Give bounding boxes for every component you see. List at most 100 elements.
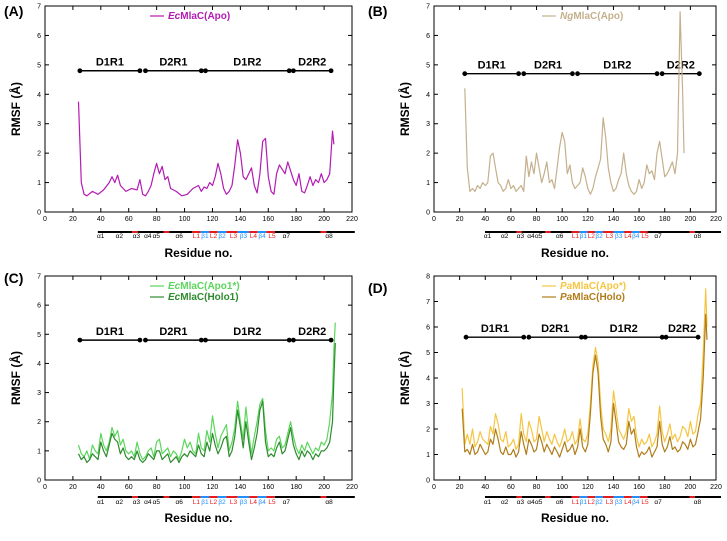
x-tick-label: 0 bbox=[43, 484, 47, 491]
panel-0: (A) 0 1 2 3 4 5 6 7 0 20 40 60 80 100 120 140 160 180 200 22… bbox=[4, 3, 358, 260]
ss-label: β4 bbox=[258, 499, 266, 506]
domain-label: D2R1 bbox=[534, 60, 562, 72]
x-tick-label: 100 bbox=[556, 216, 568, 223]
domain-bar-end bbox=[463, 334, 469, 340]
x-tick-label: 20 bbox=[456, 216, 464, 223]
x-tick-label: 0 bbox=[43, 216, 47, 223]
y-tick-label: 4 bbox=[426, 92, 430, 99]
y-tick-label: 0 bbox=[426, 210, 430, 217]
x-tick-label: 80 bbox=[533, 216, 541, 223]
y-tick-label: 6 bbox=[426, 33, 430, 40]
x-tick-label: 20 bbox=[456, 484, 464, 491]
domain-label: D2R1 bbox=[159, 57, 187, 69]
y-tick-label: 4 bbox=[37, 361, 41, 368]
x-tick-label: 60 bbox=[507, 216, 515, 223]
domain-label: D2R1 bbox=[159, 326, 187, 338]
x-tick-label: 60 bbox=[125, 484, 133, 491]
y-tick-label: 7 bbox=[37, 274, 41, 281]
ss-label: L1 bbox=[193, 499, 201, 506]
rmsf-series-line bbox=[461, 313, 708, 458]
domain-label: D1R1 bbox=[96, 57, 124, 69]
x-tick-label: 100 bbox=[179, 216, 191, 223]
x-tick-label: 120 bbox=[582, 216, 594, 223]
legend-entry: PaMlaC(Holo) bbox=[560, 292, 625, 303]
domain-label: D1R2 bbox=[233, 57, 261, 69]
y-tick-label: 1 bbox=[426, 180, 430, 187]
ss-label: L4 bbox=[250, 233, 258, 240]
domain-bar-end bbox=[290, 337, 296, 343]
y-tick-label: 3 bbox=[426, 401, 430, 408]
ss-label: L2 bbox=[588, 499, 596, 506]
ss-label: L2 bbox=[588, 233, 596, 240]
ss-label: L5 bbox=[641, 233, 649, 240]
x-tick-label: 40 bbox=[97, 216, 105, 223]
domain-bar-end bbox=[286, 68, 292, 74]
panel-label: (A) bbox=[4, 3, 23, 19]
y-tick-label: 2 bbox=[37, 419, 41, 426]
ss-label: L3 bbox=[230, 233, 238, 240]
ss-label: α4 bbox=[144, 233, 152, 240]
ss-label: β1 bbox=[201, 499, 209, 506]
y-tick-label: 0 bbox=[37, 210, 41, 217]
y-tick-label: 7 bbox=[37, 4, 41, 11]
x-tick-label: 120 bbox=[582, 484, 594, 491]
domain-bar-end bbox=[654, 71, 660, 77]
domain-bar-end bbox=[137, 68, 143, 74]
ss-label: α8 bbox=[325, 233, 333, 240]
x-tick-label: 80 bbox=[533, 484, 541, 491]
x-axis-title: Residue no. bbox=[164, 511, 232, 525]
y-tick-label: 8 bbox=[426, 274, 430, 281]
ss-label: α7 bbox=[654, 233, 662, 240]
domain-bar-end bbox=[575, 71, 580, 77]
ss-label: α8 bbox=[694, 233, 702, 240]
plot-frame bbox=[44, 275, 353, 481]
ss-label: α2 bbox=[501, 499, 509, 506]
ss-label: α8 bbox=[694, 499, 702, 506]
domain-bar-end bbox=[582, 334, 588, 340]
domain-bar-end bbox=[198, 68, 204, 74]
x-tick-label: 220 bbox=[346, 484, 358, 491]
x-axis-title: Residue no. bbox=[541, 511, 609, 525]
ss-label: L4 bbox=[250, 499, 258, 506]
domain-bar-end bbox=[659, 334, 665, 340]
plot-frame bbox=[44, 5, 353, 213]
ss-label: α1 bbox=[97, 499, 105, 506]
ss-label: L3 bbox=[230, 499, 238, 506]
legend-entry: EcMlaC(Apo) bbox=[168, 11, 230, 22]
ss-label: α7 bbox=[654, 499, 662, 506]
ss-label: α6 bbox=[176, 233, 184, 240]
y-axis-title: RMSF (Å) bbox=[397, 82, 412, 136]
x-tick-label: 160 bbox=[262, 216, 274, 223]
x-axis-title: Residue no. bbox=[164, 246, 232, 260]
x-tick-label: 200 bbox=[685, 216, 697, 223]
plot-frame bbox=[433, 275, 717, 481]
rmsf-series-line bbox=[464, 11, 685, 195]
y-tick-label: 1 bbox=[37, 448, 41, 455]
rmsf-series-line bbox=[461, 288, 708, 450]
rmsf-series-line bbox=[77, 322, 336, 461]
domain-bar-end bbox=[137, 337, 143, 343]
ss-label: α6 bbox=[556, 499, 564, 506]
x-tick-label: 20 bbox=[69, 216, 77, 223]
ss-label: L4 bbox=[624, 499, 632, 506]
domain-bar-end bbox=[570, 71, 575, 77]
ss-label: α3 bbox=[133, 233, 141, 240]
y-tick-label: 5 bbox=[37, 332, 41, 339]
x-tick-label: 120 bbox=[207, 216, 219, 223]
domain-bar-end bbox=[695, 334, 701, 340]
ss-label: β1 bbox=[201, 233, 209, 240]
x-tick-label: 160 bbox=[633, 484, 645, 491]
y-tick-label: 2 bbox=[426, 427, 430, 434]
x-tick-label: 60 bbox=[125, 216, 133, 223]
ss-label: α8 bbox=[325, 499, 333, 506]
ss-label: L1 bbox=[572, 233, 580, 240]
ss-label: β2 bbox=[595, 233, 603, 240]
x-tick-label: 200 bbox=[318, 216, 330, 223]
ss-label: β2 bbox=[218, 233, 226, 240]
x-tick-label: 180 bbox=[659, 216, 671, 223]
x-tick-label: 0 bbox=[432, 484, 436, 491]
y-axis-title: RMSF (Å) bbox=[8, 82, 23, 136]
y-tick-label: 7 bbox=[426, 4, 430, 11]
domain-bar-end bbox=[143, 68, 148, 74]
